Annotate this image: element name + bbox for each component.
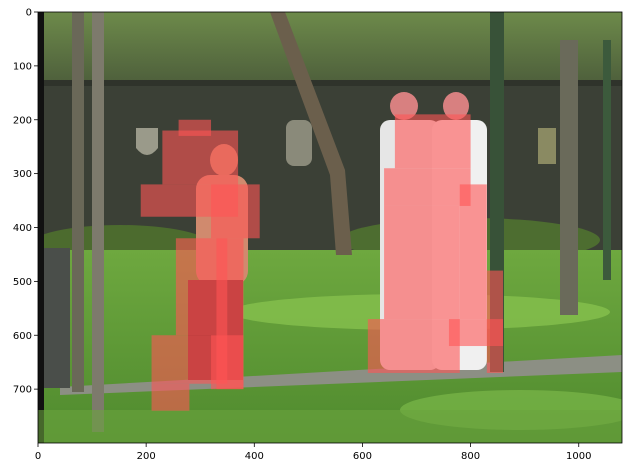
x-tick-label: 1000 [566,451,591,462]
y-tick-label: 600 [13,331,32,342]
y-tick-label: 500 [13,277,32,288]
mask-cell [384,205,460,320]
y-tick-label: 100 [13,61,32,72]
wall-plaque [538,128,556,164]
tree-trunk [270,12,352,255]
person-mask [367,114,504,373]
mask-cell [448,319,504,347]
mask-cell [459,184,487,320]
mask-cell [211,335,244,390]
x-tick-label: 400 [245,451,264,462]
person-head [443,92,469,120]
y-axis: 0 100 200 300 400 500 600 700 [13,8,38,396]
mask-cell [367,319,460,373]
segmentation-masks [140,114,504,411]
tree-trunk [72,12,84,392]
lamp-post [603,40,611,280]
trash-can [40,248,70,388]
person-head [390,92,418,120]
mask-cell [162,130,239,185]
park-photo [38,12,622,443]
tree-trunk [92,12,104,432]
x-axis: 0 200 400 600 800 1000 [35,443,591,462]
x-tick-label: 600 [353,451,372,462]
tree-trunk [560,40,578,315]
y-tick-label: 200 [13,115,32,126]
y-tick-label: 400 [13,223,32,234]
mask-cell [178,119,212,136]
mask-cell [151,383,190,411]
mask-cell [394,114,471,169]
person-mask [140,119,260,411]
mask-cell [243,184,260,239]
x-tick-label: 800 [461,451,480,462]
y-tick-label: 700 [13,385,32,396]
y-tick-label: 0 [26,8,32,19]
x-tick-label: 200 [137,451,156,462]
mask-cell [384,168,471,206]
wall-plaque [286,120,312,166]
mask-cell [211,184,244,239]
wall-shield [136,128,158,155]
x-tick-label: 0 [35,451,41,462]
foliage-band [38,12,622,92]
y-tick-label: 300 [13,169,32,180]
